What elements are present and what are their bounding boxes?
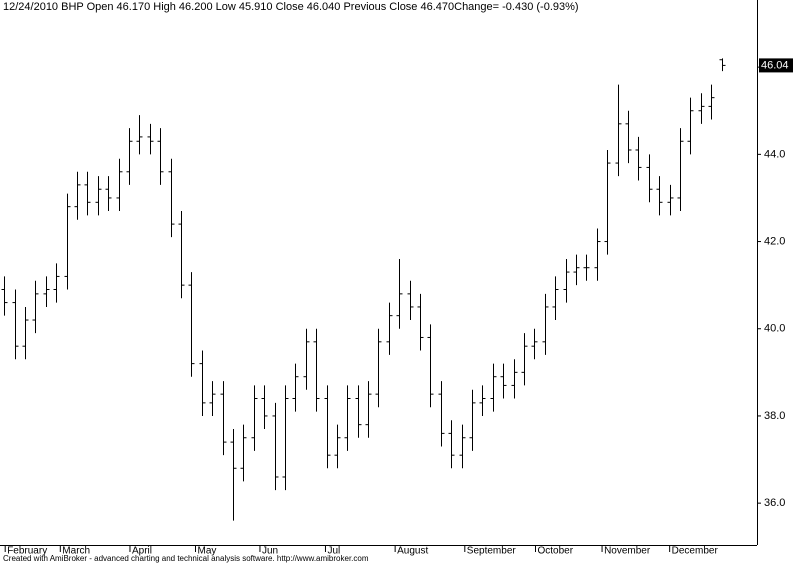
x-tick-label: Jul: [327, 546, 340, 557]
x-tick-label: October: [538, 546, 574, 557]
x-tick-label: Jun: [262, 546, 278, 557]
x-tick-label: November: [604, 546, 651, 557]
y-tick-label: 38.0: [764, 410, 785, 422]
y-tick-label: 42.0: [764, 235, 785, 247]
x-tick-label: August: [397, 546, 428, 557]
x-tick-label: December: [672, 546, 719, 557]
chart-title: 12/24/2010 BHP Open 46.170 High 46.200 L…: [3, 1, 579, 13]
footer: Created with AmiBroker - advanced charti…: [3, 554, 369, 563]
x-tick-label: May: [197, 546, 216, 557]
y-tick-label: 40.0: [764, 323, 785, 335]
y-tick-label: 44.0: [764, 148, 785, 160]
last-price-label: 46.04: [761, 59, 789, 71]
x-tick-label: September: [467, 546, 517, 557]
x-tick-label: April: [132, 546, 152, 557]
x-tick-label: March: [62, 546, 90, 557]
y-tick-label: 36.0: [764, 497, 785, 509]
last-price-box: [759, 58, 793, 73]
x-tick-label: February: [7, 546, 47, 557]
